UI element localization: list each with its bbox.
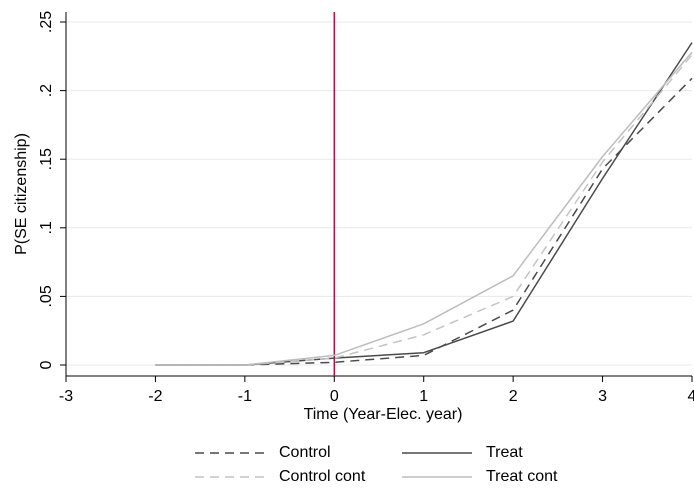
legend-item-treat: Treat [402,442,523,464]
legend-item-control-cont: Control cont [195,466,365,488]
legend-item-control: Control [195,442,331,464]
x-tick-label: 3 [598,388,607,405]
x-tick-label: 1 [419,388,428,405]
y-tick-label: .1 [38,221,55,234]
y-axis-label: P(SE citizenship) [13,133,30,255]
legend-swatch-treat-cont [402,476,472,478]
series-line-control [155,77,693,366]
legend-label-treat: Treat [486,444,523,461]
x-tick-label: 2 [509,388,518,405]
series-lines [155,42,693,366]
y-tick-label: .25 [38,11,55,33]
series-line-control-cont [155,54,693,366]
y-tick-label: .15 [38,148,55,170]
x-tick-label: -3 [59,388,73,405]
legend-swatch-control-cont [195,476,265,478]
legend-label-control-cont: Control cont [279,468,366,485]
legend-swatch-control [195,452,265,454]
x-tick-label: 4 [688,388,694,405]
legend-label-control: Control [279,444,331,461]
grid-lines [66,21,692,366]
y-tick-label: 0 [38,360,55,369]
x-tick-label: -1 [238,388,252,405]
legend-label-treat-cont: Treat cont [486,468,558,485]
y-tick-label: .2 [38,84,55,97]
legend-item-treat-cont: Treat cont [402,466,557,488]
x-axis-label: Time (Year-Elec. year) [304,406,463,423]
axes [65,12,692,377]
x-tick-label: 0 [330,388,339,405]
legend-swatch-treat [402,452,472,454]
tick-marks: 0 .05 .1 .15 .2 .25 -3 -2 -1 0 1 2 3 4 [38,11,694,405]
x-tick-label: -2 [148,388,162,405]
legend: Control Treat Control cont Treat cont [195,440,615,488]
y-tick-label: .05 [38,285,55,307]
series-line-treat-cont [155,51,693,366]
